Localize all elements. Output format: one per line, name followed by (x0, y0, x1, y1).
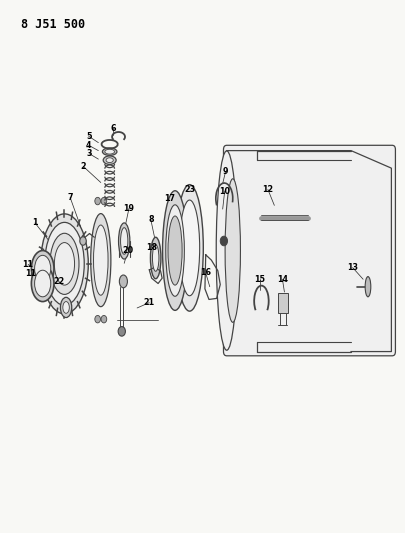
Ellipse shape (103, 156, 116, 165)
Text: 11: 11 (23, 260, 34, 269)
Ellipse shape (31, 251, 54, 287)
Ellipse shape (105, 149, 115, 154)
Text: 1: 1 (32, 219, 38, 228)
Circle shape (80, 237, 86, 245)
FancyBboxPatch shape (224, 146, 395, 356)
Text: 6: 6 (110, 124, 116, 133)
Text: 22: 22 (53, 277, 65, 286)
Text: 20: 20 (122, 246, 133, 255)
Text: 19: 19 (124, 204, 134, 213)
Text: 13: 13 (347, 263, 358, 272)
FancyBboxPatch shape (277, 293, 288, 313)
Ellipse shape (121, 228, 128, 254)
Text: 7: 7 (67, 193, 73, 202)
Circle shape (101, 316, 107, 323)
Text: 5: 5 (86, 132, 92, 141)
Text: 17: 17 (164, 194, 175, 203)
Ellipse shape (34, 270, 51, 297)
Text: 18: 18 (147, 243, 158, 252)
Circle shape (101, 197, 107, 205)
Text: 16: 16 (200, 269, 211, 277)
Ellipse shape (119, 275, 128, 288)
Ellipse shape (102, 148, 117, 156)
Ellipse shape (152, 245, 159, 271)
Circle shape (95, 316, 100, 323)
Ellipse shape (176, 184, 203, 311)
Text: 15: 15 (254, 274, 265, 284)
Ellipse shape (162, 191, 188, 310)
Ellipse shape (34, 255, 51, 282)
Text: 11: 11 (26, 270, 36, 278)
Text: 10: 10 (219, 187, 230, 196)
Ellipse shape (179, 200, 200, 296)
Ellipse shape (225, 179, 241, 322)
Ellipse shape (60, 297, 72, 318)
Ellipse shape (94, 225, 108, 295)
Text: 9: 9 (223, 167, 228, 176)
Text: 8 J51 500: 8 J51 500 (21, 18, 85, 31)
Text: 2: 2 (81, 162, 86, 171)
Text: 21: 21 (144, 298, 155, 307)
Circle shape (118, 327, 126, 336)
Ellipse shape (150, 237, 161, 279)
Text: 3: 3 (87, 149, 92, 158)
Ellipse shape (54, 243, 75, 285)
Circle shape (95, 197, 100, 205)
Text: 23: 23 (184, 185, 195, 194)
Ellipse shape (40, 214, 88, 314)
Ellipse shape (31, 265, 54, 302)
Ellipse shape (50, 233, 79, 294)
Ellipse shape (365, 277, 371, 297)
Ellipse shape (91, 214, 111, 306)
Ellipse shape (106, 158, 113, 163)
Ellipse shape (168, 216, 182, 285)
Ellipse shape (216, 151, 237, 350)
Ellipse shape (119, 223, 130, 259)
Text: 14: 14 (277, 274, 288, 284)
Ellipse shape (166, 205, 184, 296)
Text: 12: 12 (262, 185, 273, 194)
Text: 8: 8 (148, 215, 153, 224)
Text: 4: 4 (86, 141, 92, 150)
Circle shape (220, 236, 228, 246)
Ellipse shape (63, 302, 69, 313)
Ellipse shape (45, 222, 84, 305)
